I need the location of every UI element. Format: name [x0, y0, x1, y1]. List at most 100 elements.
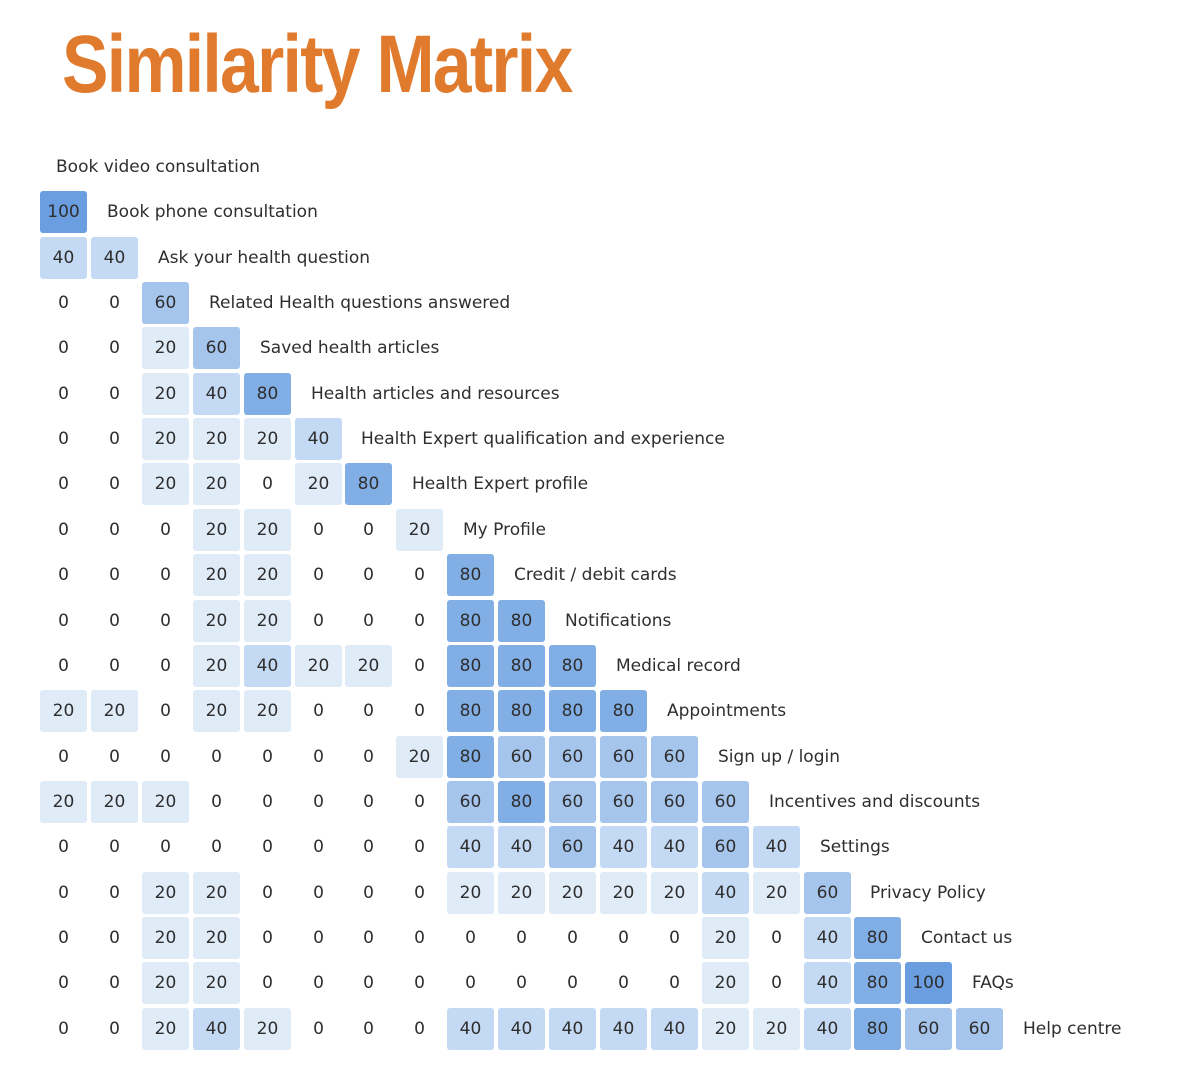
matrix-cell: 0 — [295, 826, 342, 868]
matrix-cell: 0 — [91, 554, 138, 596]
matrix-cell: 20 — [91, 690, 138, 732]
row-label: FAQs — [972, 973, 1014, 993]
row-label: Credit / debit cards — [514, 565, 677, 585]
matrix-cell: 40 — [447, 1008, 494, 1050]
matrix-cell: 20 — [702, 917, 749, 959]
matrix-cell: 20 — [142, 781, 189, 823]
row-label: Medical record — [616, 656, 741, 676]
matrix-cell: 20 — [40, 690, 87, 732]
matrix-cell: 20 — [193, 463, 240, 505]
row-label: Appointments — [667, 701, 787, 721]
matrix-cell: 20 — [295, 645, 342, 687]
matrix-cell: 40 — [193, 373, 240, 415]
matrix-cell: 0 — [91, 463, 138, 505]
row-label: Privacy Policy — [870, 883, 986, 903]
row-label: Sign up / login — [718, 747, 840, 767]
matrix-cell: 40 — [295, 418, 342, 460]
matrix-cell: 60 — [142, 282, 189, 324]
matrix-cell: 0 — [40, 872, 87, 914]
matrix-cell: 80 — [447, 645, 494, 687]
matrix-cell: 0 — [91, 645, 138, 687]
matrix-cell: 0 — [142, 826, 189, 868]
matrix-cell: 0 — [345, 509, 392, 551]
matrix-cell: 0 — [91, 509, 138, 551]
row-label: Book phone consultation — [107, 202, 318, 222]
row-label: Health Expert qualification and experien… — [361, 429, 725, 449]
matrix-cell: 0 — [345, 1008, 392, 1050]
matrix-cell: 0 — [244, 463, 291, 505]
matrix-cell: 0 — [40, 418, 87, 460]
matrix-cell: 0 — [91, 1008, 138, 1050]
matrix-cell: 0 — [142, 736, 189, 778]
matrix-cell: 0 — [91, 917, 138, 959]
matrix-cell: 20 — [142, 463, 189, 505]
matrix-cell: 0 — [244, 917, 291, 959]
matrix-cell: 20 — [193, 509, 240, 551]
matrix-cell: 0 — [345, 917, 392, 959]
matrix-cell: 20 — [193, 418, 240, 460]
matrix-cell: 0 — [142, 690, 189, 732]
matrix-cell: 0 — [295, 781, 342, 823]
matrix-cell: 0 — [40, 645, 87, 687]
matrix-cell: 0 — [396, 872, 443, 914]
matrix-cell: 0 — [91, 872, 138, 914]
matrix-cell: 0 — [651, 917, 698, 959]
matrix-cell: 60 — [651, 736, 698, 778]
matrix-cell: 0 — [345, 872, 392, 914]
matrix-cell: 0 — [396, 1008, 443, 1050]
matrix-cell: 60 — [905, 1008, 952, 1050]
matrix-cell: 40 — [804, 1008, 851, 1050]
matrix-cell: 80 — [447, 600, 494, 642]
matrix-cell: 20 — [447, 872, 494, 914]
matrix-cell: 40 — [702, 872, 749, 914]
matrix-cell: 0 — [40, 327, 87, 369]
row-label: Ask your health question — [158, 248, 371, 268]
matrix-cell: 40 — [804, 962, 851, 1004]
matrix-cell: 60 — [600, 781, 647, 823]
row-label: Contact us — [921, 928, 1013, 948]
matrix-cell: 20 — [193, 600, 240, 642]
matrix-cell: 0 — [91, 327, 138, 369]
matrix-cell: 0 — [753, 917, 800, 959]
matrix-cell: 0 — [40, 1008, 87, 1050]
matrix-cell: 20 — [396, 509, 443, 551]
matrix-cell: 0 — [396, 781, 443, 823]
matrix-cell: 0 — [193, 826, 240, 868]
matrix-cell: 0 — [244, 781, 291, 823]
matrix-cell: 0 — [40, 917, 87, 959]
matrix-cell: 40 — [804, 917, 851, 959]
matrix-cell: 20 — [345, 645, 392, 687]
matrix-cell: 0 — [549, 962, 596, 1004]
matrix-cell: 20 — [40, 781, 87, 823]
matrix-cell: 0 — [345, 826, 392, 868]
matrix-cell: 0 — [40, 282, 87, 324]
matrix-cell: 0 — [295, 554, 342, 596]
matrix-cell: 0 — [193, 781, 240, 823]
matrix-cell: 80 — [244, 373, 291, 415]
matrix-cell: 40 — [753, 826, 800, 868]
row-label: Related Health questions answered — [209, 293, 511, 313]
matrix-cell: 20 — [193, 872, 240, 914]
matrix-cell: 0 — [193, 736, 240, 778]
matrix-cell: 20 — [142, 917, 189, 959]
matrix-cell: 0 — [295, 690, 342, 732]
row-label: Book video consultation — [56, 157, 261, 177]
matrix-cell: 20 — [142, 962, 189, 1004]
matrix-cell: 20 — [91, 781, 138, 823]
matrix-cell: 20 — [193, 962, 240, 1004]
matrix-cell: 80 — [498, 600, 545, 642]
matrix-cell: 20 — [244, 418, 291, 460]
matrix-cell: 0 — [142, 509, 189, 551]
matrix-cell: 80 — [854, 917, 901, 959]
matrix-cell: 0 — [600, 962, 647, 1004]
matrix-cell: 0 — [295, 509, 342, 551]
matrix-cell: 20 — [193, 917, 240, 959]
matrix-cell: 0 — [396, 554, 443, 596]
matrix-cell: 40 — [600, 826, 647, 868]
matrix-cell: 60 — [702, 781, 749, 823]
matrix-cell: 20 — [295, 463, 342, 505]
matrix-cell: 60 — [498, 736, 545, 778]
matrix-cell: 20 — [702, 962, 749, 1004]
matrix-cell: 20 — [244, 554, 291, 596]
